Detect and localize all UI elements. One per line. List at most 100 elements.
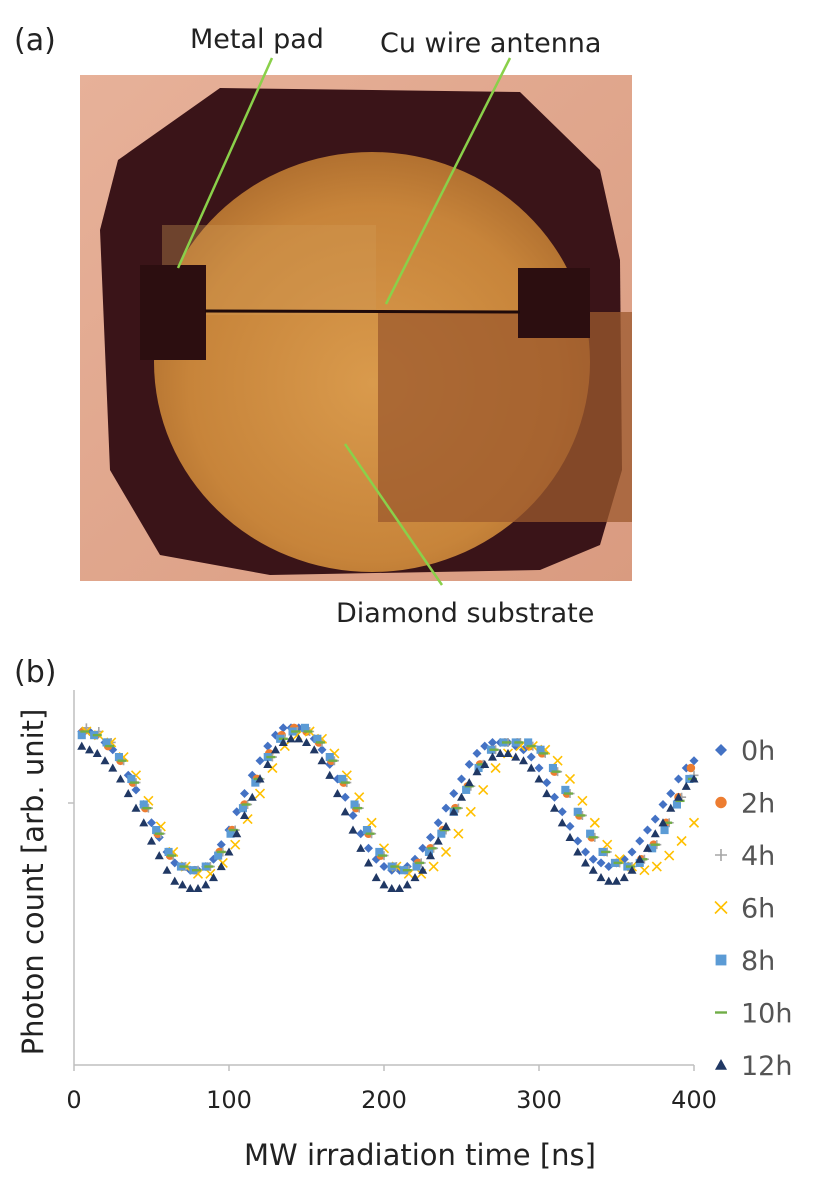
point-12h-71 xyxy=(627,865,637,874)
point-12h-39 xyxy=(379,880,389,889)
point-12h-43 xyxy=(410,873,420,882)
point-12h-74 xyxy=(650,829,660,838)
point-6h-28 xyxy=(428,861,439,872)
point-0h-31 xyxy=(317,745,327,755)
point-8h-24 xyxy=(375,847,384,856)
point-12h-10 xyxy=(154,851,164,860)
point-8h-23 xyxy=(362,826,371,835)
point-8h-40 xyxy=(573,807,582,816)
point-12h-22 xyxy=(247,792,257,801)
point-12h-59 xyxy=(534,774,544,783)
point-8h-27 xyxy=(412,862,421,871)
point-12h-72 xyxy=(635,854,645,863)
point-6h-46 xyxy=(651,861,662,872)
legend-label-4h: 4h xyxy=(741,841,775,872)
point-6h-38 xyxy=(552,755,563,766)
point-6h-42 xyxy=(602,839,613,850)
point-8h-29 xyxy=(437,829,446,838)
point-0h-59 xyxy=(534,763,544,773)
point-0h-34 xyxy=(340,792,350,802)
point-12h-12 xyxy=(170,876,180,885)
x-tick-label-4: 400 xyxy=(671,1086,717,1114)
point-12h-50 xyxy=(464,778,474,787)
point-12h-32 xyxy=(325,770,335,779)
point-6h-41 xyxy=(589,817,600,828)
point-8h-38 xyxy=(548,763,557,773)
leader-substrate xyxy=(343,443,444,586)
point-0h-9 xyxy=(147,818,156,828)
point-6h-30 xyxy=(453,828,464,839)
point-12h-26 xyxy=(278,737,288,747)
legend-marker-0h xyxy=(715,744,727,756)
rabi-chart: 0 100 200 300 400 0h 2h 4h 6h 8h 10h 12h xyxy=(66,690,792,1114)
point-0h-51 xyxy=(472,748,482,758)
point-8h-19 xyxy=(313,734,322,743)
point-0h-47 xyxy=(441,803,451,813)
point-0h-77 xyxy=(674,774,683,784)
point-12h-16 xyxy=(201,880,211,889)
point-8h-46 xyxy=(648,844,657,853)
point-6h-29 xyxy=(440,846,452,858)
point-8h-31 xyxy=(462,785,471,794)
point-0h-66 xyxy=(588,854,598,864)
point-12h-52 xyxy=(480,759,490,768)
point-8h-14 xyxy=(251,778,260,787)
point-2h-49 xyxy=(686,763,696,773)
point-12h-63 xyxy=(565,832,575,841)
point-12h-27 xyxy=(286,734,296,743)
point-0h-37 xyxy=(364,843,373,853)
legend-marker-2h xyxy=(715,796,727,809)
point-12h-46 xyxy=(433,836,443,845)
antenna-annotation: Cu wire antenna xyxy=(380,28,601,59)
point-12h-4 xyxy=(108,763,118,772)
legend-marker-6h xyxy=(714,900,728,915)
point-12h-61 xyxy=(550,803,559,812)
point-12h-65 xyxy=(581,858,590,867)
legend: 0h 2h 4h 6h 8h 10h 12h xyxy=(714,736,792,1082)
y-axis-label: Photon count [arb. unit] xyxy=(16,709,50,1056)
point-12h-69 xyxy=(612,876,621,885)
point-8h-13 xyxy=(238,804,247,813)
point-6h-32 xyxy=(478,784,489,795)
point-0h-64 xyxy=(573,836,583,846)
point-12h-17 xyxy=(209,873,218,882)
point-12h-66 xyxy=(588,865,598,874)
x-axis-label: MW irradiation time [ns] xyxy=(244,1138,596,1172)
point-12h-3 xyxy=(100,756,110,765)
point-0h-63 xyxy=(565,821,575,831)
leader-antenna xyxy=(384,57,512,305)
point-8h-41 xyxy=(586,829,595,838)
point-0h-76 xyxy=(666,789,676,799)
point-0h-7 xyxy=(131,785,141,795)
point-12h-35 xyxy=(348,825,358,834)
point-8h-12 xyxy=(226,829,235,838)
legend-label-2h: 2h xyxy=(741,789,775,820)
point-8h-4 xyxy=(127,774,136,783)
point-8h-36 xyxy=(524,738,533,747)
point-8h-47 xyxy=(660,826,669,835)
point-6h-47 xyxy=(664,850,675,861)
point-8h-32 xyxy=(474,763,483,773)
point-8h-45 xyxy=(635,858,644,867)
point-12h-60 xyxy=(542,789,552,798)
point-12h-7 xyxy=(131,803,141,812)
point-6h-22 xyxy=(354,792,365,803)
point-8h-7 xyxy=(164,847,173,856)
point-0h-62 xyxy=(557,807,567,817)
point-6h-31 xyxy=(465,806,476,817)
point-12h-78 xyxy=(681,781,691,790)
point-12h-23 xyxy=(255,774,265,783)
point-12h-42 xyxy=(402,880,412,889)
x-tick-label-3: 300 xyxy=(516,1086,562,1114)
series-8h xyxy=(77,723,694,875)
point-0h-26 xyxy=(278,723,288,733)
legend-marker-8h xyxy=(715,954,727,966)
point-12h-31 xyxy=(317,756,327,765)
point-0h-67 xyxy=(596,858,606,868)
point-0h-50 xyxy=(464,759,474,769)
point-12h-47 xyxy=(441,821,451,830)
legend-label-6h: 6h xyxy=(741,894,775,925)
point-12h-15 xyxy=(193,883,203,893)
point-12h-6 xyxy=(123,789,133,798)
point-12h-9 xyxy=(147,836,156,845)
